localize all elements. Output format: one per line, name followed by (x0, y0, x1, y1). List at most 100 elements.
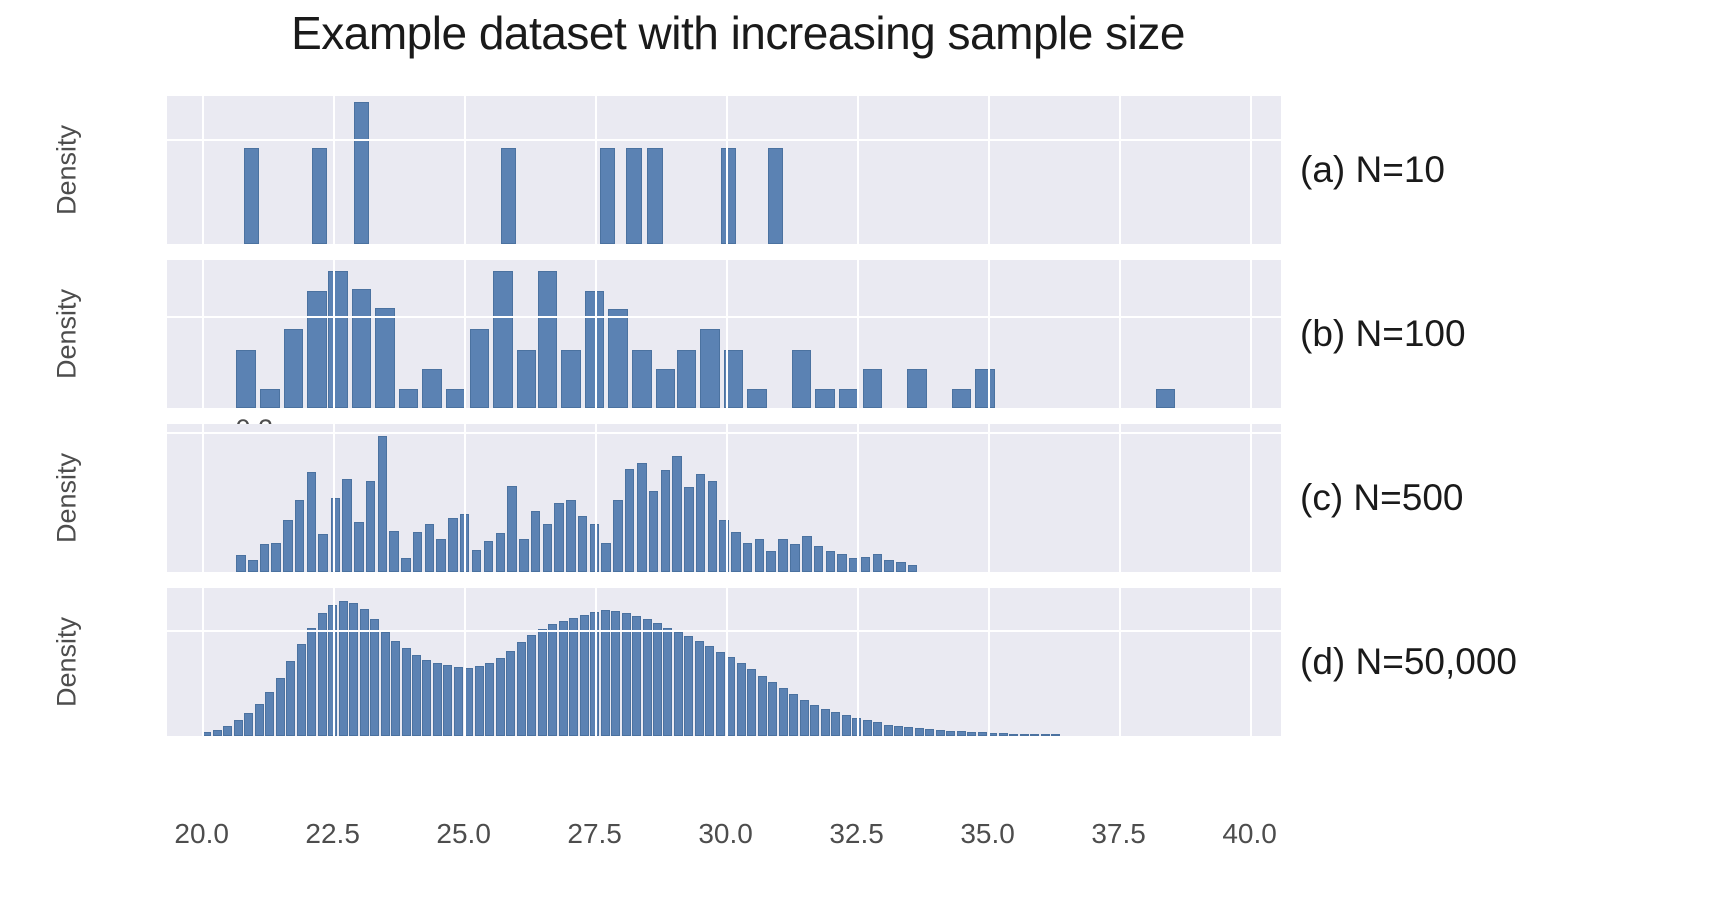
histogram-bar (375, 307, 395, 408)
histogram-bar (365, 481, 376, 572)
histogram-bar (328, 270, 348, 408)
histogram-bar (569, 618, 579, 736)
gridline-v (165, 96, 167, 244)
gridline-v (725, 588, 728, 736)
histogram-bar (275, 677, 285, 736)
histogram-bar (660, 470, 671, 572)
histogram-bar (663, 627, 673, 736)
histogram-bar (1030, 733, 1040, 736)
histogram-bar (766, 551, 776, 572)
histogram-bar (820, 708, 830, 736)
histogram-bar (647, 148, 663, 244)
histogram-bar (637, 463, 647, 572)
gridline-v (594, 96, 597, 244)
histogram-bar (286, 660, 296, 736)
histogram-bar (841, 715, 851, 736)
histogram-bar (883, 724, 893, 736)
histogram-bar (432, 663, 442, 736)
histogram-bar (500, 148, 516, 244)
histogram-bar (1040, 734, 1050, 736)
subplot-b: Density 0.1 0.0 (b) N=100 (0, 260, 1726, 408)
histogram-bar (271, 543, 281, 572)
histogram-bar (672, 456, 682, 572)
histogram-bar (632, 349, 652, 408)
histogram-bar (601, 543, 611, 572)
histogram-bar (259, 544, 270, 572)
gridline-v (856, 424, 859, 572)
histogram-bar (260, 389, 280, 408)
histogram-bar (566, 499, 576, 572)
histogram-bar (307, 290, 327, 408)
histogram-bar (726, 656, 736, 736)
subplot-c: Density 0.2 0.0 (c) N=500 (0, 414, 1726, 572)
histogram-bar (611, 610, 621, 736)
histogram-bar (862, 720, 872, 736)
histogram-bar (715, 651, 725, 736)
histogram-bar (632, 616, 642, 736)
histogram-bar (747, 389, 767, 408)
gridline-v (463, 96, 466, 244)
histogram-bar (516, 642, 526, 736)
histogram-bar (548, 624, 558, 736)
gridline-v (856, 96, 859, 244)
gridline-v (856, 260, 859, 408)
histogram-bar (723, 349, 744, 408)
histogram-bar (443, 665, 453, 736)
histogram-bar (354, 522, 364, 572)
histogram-bar (558, 621, 568, 736)
x-tick-label: 32.5 (829, 818, 884, 849)
histogram-bar (621, 613, 631, 736)
histogram-bar (495, 657, 505, 736)
histogram-bar (707, 481, 718, 572)
histogram-bar (608, 309, 628, 408)
histogram-bar (754, 538, 765, 572)
gridline-v (1118, 588, 1121, 736)
histogram-bar (998, 732, 1008, 736)
histogram-bar (223, 725, 233, 736)
histogram-bar (684, 486, 694, 572)
histogram-bar (485, 663, 495, 736)
gridline-v (594, 424, 597, 572)
histogram-bar (613, 499, 623, 572)
histogram-bar (330, 497, 341, 572)
plot-area-d (165, 588, 1281, 736)
x-tick-label: 22.5 (305, 818, 360, 849)
histogram-bar (813, 545, 824, 572)
histogram-bar (212, 729, 222, 736)
plot-area-c (165, 424, 1281, 572)
histogram-bar (254, 703, 264, 736)
histogram-bar (506, 650, 516, 736)
histogram-bar (317, 613, 327, 736)
histogram-bar (767, 148, 784, 244)
gridline-v (987, 588, 990, 736)
histogram-bar (401, 558, 411, 572)
plot-area-b (165, 260, 1281, 408)
histogram-bar (483, 541, 494, 572)
histogram-bar (351, 288, 372, 408)
histogram-bar (815, 389, 835, 408)
histogram-bar (977, 731, 987, 736)
histogram-bar (294, 499, 305, 572)
histogram-bar (873, 722, 883, 736)
histogram-bar (884, 559, 894, 572)
histogram-bar (1051, 734, 1061, 736)
subplot-label-a: (a) N=10 (1300, 149, 1445, 190)
histogram-bar (720, 148, 736, 244)
histogram-bar (495, 533, 506, 572)
histogram-bar (825, 551, 836, 572)
histogram-bar (600, 148, 616, 244)
gridline-v (725, 96, 728, 244)
histogram-bar (248, 559, 258, 572)
gridline-h (165, 316, 1281, 319)
gridline-v (987, 260, 990, 408)
histogram-bar (446, 389, 466, 408)
x-tick-label: 20.0 (174, 818, 229, 849)
histogram-bar (967, 731, 977, 736)
gridline-v (1249, 260, 1252, 408)
histogram-bar (244, 713, 254, 736)
histogram-bar (837, 554, 847, 572)
gridline-v (725, 260, 728, 408)
histogram-bar (236, 349, 256, 408)
histogram-bar (624, 468, 635, 572)
gridline-h (165, 139, 1281, 142)
